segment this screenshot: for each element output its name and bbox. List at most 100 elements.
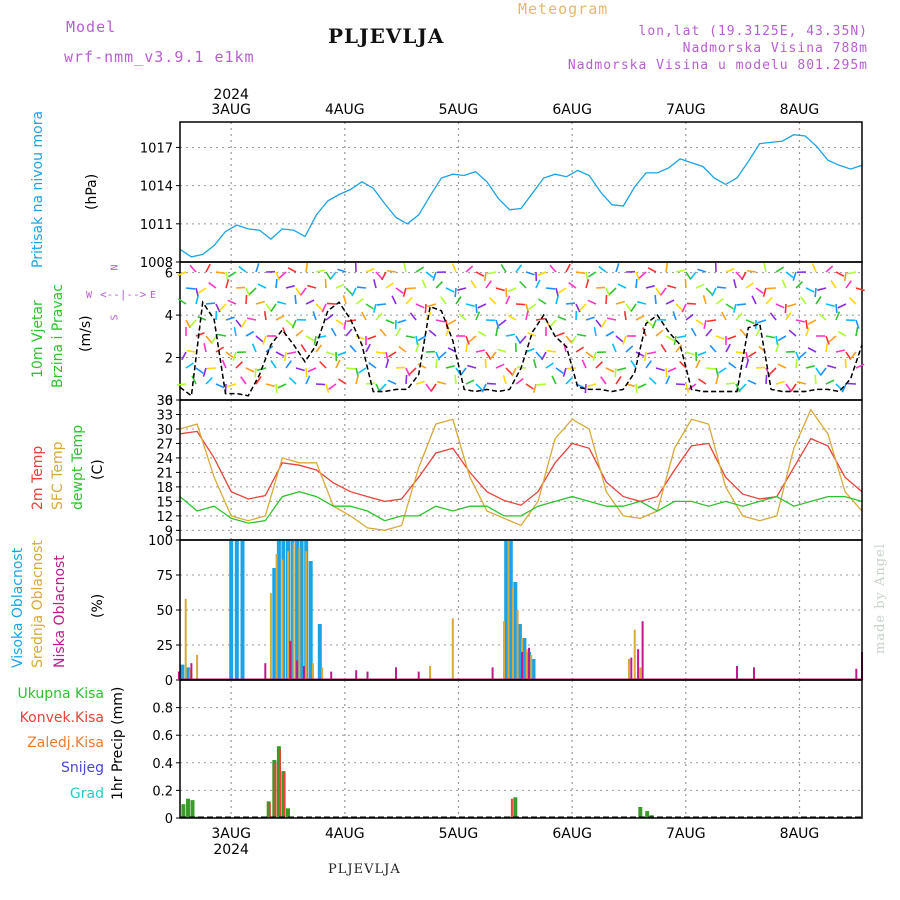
wind-arrow bbox=[765, 374, 768, 385]
cloud-bar-mid bbox=[292, 542, 295, 680]
wind-arrow bbox=[235, 286, 246, 289]
wind-arrow bbox=[605, 294, 608, 305]
wind-arrow bbox=[245, 367, 255, 373]
wind-arrow bbox=[651, 319, 657, 329]
wind-compass-icon: N W E S <--|--> bbox=[86, 262, 156, 322]
wind-arrow bbox=[421, 279, 427, 289]
wind-arrow bbox=[287, 267, 297, 273]
wind-arrow bbox=[807, 319, 817, 325]
wind-arrow bbox=[728, 362, 737, 369]
wind-arrow bbox=[739, 383, 747, 392]
wind-arrow bbox=[785, 271, 794, 279]
wind-arrow bbox=[445, 327, 450, 337]
wind-arrow bbox=[667, 284, 677, 289]
wind-arrow bbox=[846, 382, 857, 385]
temp-series-t2m bbox=[179, 430, 863, 506]
wind-arrow bbox=[507, 314, 517, 321]
wind-arrow bbox=[365, 303, 374, 310]
wind-arrow bbox=[615, 376, 622, 385]
wind-arrow bbox=[319, 360, 327, 369]
precip-bar-conv bbox=[279, 749, 281, 818]
wind-arrow bbox=[665, 299, 675, 305]
cloud-bar-low bbox=[355, 670, 358, 680]
wind-arrow bbox=[825, 335, 830, 345]
temp-ytick-label: 9 bbox=[165, 524, 173, 539]
wind-arrow bbox=[655, 367, 665, 372]
wind-arrow bbox=[275, 351, 285, 357]
wind-arrow bbox=[630, 303, 637, 312]
precip-panel-frame bbox=[179, 679, 863, 819]
precip-ytick-label: 0.6 bbox=[152, 729, 173, 744]
wind-arrow bbox=[587, 299, 597, 305]
wind-arrow bbox=[593, 326, 597, 337]
wind-arrow bbox=[475, 311, 481, 321]
wind-arrow bbox=[262, 335, 267, 345]
wind-arrow bbox=[637, 383, 647, 389]
wind-arrow bbox=[790, 383, 797, 392]
wind-arrow bbox=[538, 298, 547, 305]
wind-arrow bbox=[475, 383, 484, 391]
wind-arrow bbox=[675, 303, 684, 311]
year-label-bottom: 2024 bbox=[213, 842, 249, 858]
wind-arrow bbox=[221, 359, 227, 369]
wind-arrow bbox=[254, 367, 257, 378]
wind-arrow bbox=[645, 319, 654, 327]
wind-arrow bbox=[379, 383, 387, 392]
wind-arrow bbox=[245, 330, 255, 337]
wind-arrow bbox=[784, 303, 787, 314]
wind-arrow bbox=[702, 295, 707, 305]
wind-arrow bbox=[205, 335, 213, 344]
wind-arrow bbox=[811, 263, 817, 273]
precip-bar-total bbox=[266, 801, 271, 818]
wind-arrow bbox=[251, 343, 257, 353]
wind-arrow bbox=[305, 375, 311, 385]
wind-arrow bbox=[615, 300, 625, 305]
wind-arrow bbox=[579, 303, 587, 312]
compass-west: W bbox=[86, 290, 93, 301]
wind-arrow bbox=[814, 374, 817, 385]
wind-arrow bbox=[275, 271, 281, 281]
wind-arrow bbox=[515, 264, 523, 273]
wind-arrow bbox=[775, 335, 779, 346]
wind-arrow bbox=[375, 271, 383, 280]
pressure-ytick-label: 1008 bbox=[140, 256, 173, 271]
wind-arrow bbox=[458, 313, 467, 321]
meteogram-label: Meteogram bbox=[518, 0, 609, 18]
wind-arrow bbox=[205, 263, 211, 273]
wind-arrow bbox=[665, 335, 675, 342]
wind-arrow bbox=[287, 351, 297, 355]
cloud-bar-mid bbox=[451, 618, 454, 680]
wind-arrow bbox=[263, 310, 267, 321]
cloud-bar-low bbox=[736, 666, 738, 680]
temp-ytick-label: 36 bbox=[156, 394, 173, 409]
wind-arrow bbox=[615, 263, 620, 273]
temp-ytick-label: 21 bbox=[156, 466, 173, 481]
wind-arrow bbox=[849, 351, 857, 360]
wind-arrow bbox=[555, 332, 565, 337]
wind-arrow bbox=[465, 379, 475, 385]
cloud-bar-low bbox=[641, 621, 644, 680]
cloud-bar-mid bbox=[275, 554, 278, 680]
wind-arrow bbox=[240, 376, 247, 385]
wind-arrow bbox=[844, 358, 847, 369]
wind-arrow bbox=[585, 351, 594, 359]
wind-arrow bbox=[205, 302, 216, 305]
wind-arrow bbox=[345, 328, 353, 337]
wind-ytick-label: 0 bbox=[165, 394, 173, 409]
wind-arrow bbox=[533, 383, 537, 393]
wind-arrow bbox=[537, 271, 547, 277]
cloud-bar-high bbox=[229, 540, 234, 680]
wind-arrow bbox=[227, 271, 237, 278]
cloud-bar-mid bbox=[287, 551, 289, 680]
cloud-bar-low bbox=[302, 666, 305, 680]
cloud-bar-mid bbox=[281, 559, 284, 680]
cloud-bar-mid bbox=[298, 547, 301, 680]
wind-arrow bbox=[415, 303, 425, 309]
wind-arrow bbox=[765, 335, 776, 339]
wind-arrow bbox=[827, 364, 837, 369]
cloud-bar-mid bbox=[269, 593, 272, 680]
wind-arrow bbox=[555, 295, 559, 305]
wind-arrow bbox=[565, 302, 576, 305]
wind-arrow bbox=[769, 312, 777, 321]
wind-arrow bbox=[386, 269, 397, 273]
